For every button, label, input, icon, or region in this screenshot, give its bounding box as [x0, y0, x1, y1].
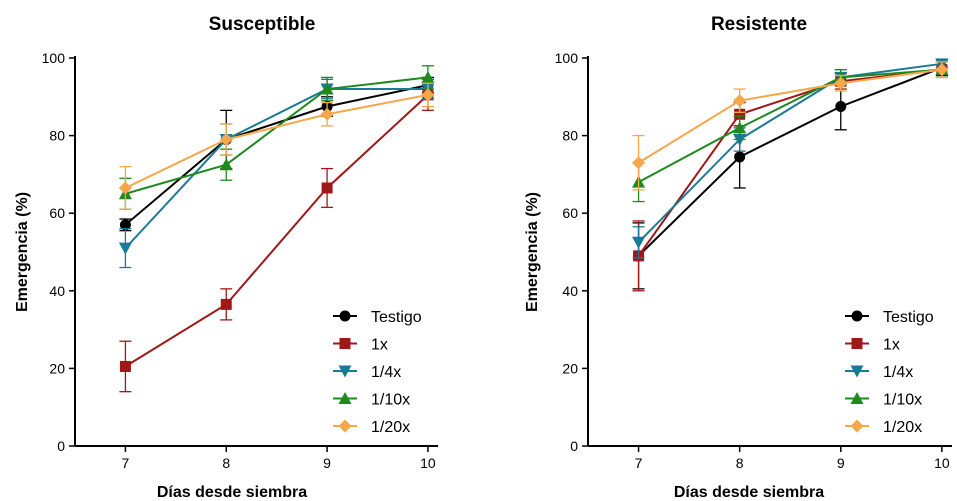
legend-marker: [850, 419, 864, 433]
series-line: [124, 84, 429, 226]
series-1-4x: [118, 78, 435, 269]
x-tick-label: 8: [736, 455, 744, 471]
data-point: [219, 158, 233, 171]
y-tick-label: 100: [555, 50, 579, 66]
data-point: [733, 121, 747, 134]
data-point: [734, 108, 746, 120]
data-point: [734, 151, 746, 163]
chart-title: Resistente: [711, 14, 807, 35]
data-point: [119, 360, 131, 372]
y-tick-label: 40: [49, 283, 65, 299]
series-line: [637, 68, 943, 257]
series-line: [124, 88, 428, 249]
data-point: [219, 132, 233, 146]
data-point: [632, 236, 646, 249]
x-axis-label: Días desde siembra: [674, 484, 824, 501]
legend-marker: [850, 392, 864, 404]
data-point: [421, 88, 435, 102]
legend-label: 1/20x: [883, 419, 922, 436]
data-point: [118, 242, 132, 255]
legend-label: Testigo: [371, 309, 422, 326]
series-line: [637, 62, 943, 244]
y-tick-label: 60: [562, 205, 578, 221]
data-point: [632, 156, 646, 170]
data-point: [834, 76, 848, 90]
data-point: [321, 182, 333, 194]
series-1x: [632, 61, 948, 292]
legend-label: 1/10x: [883, 392, 922, 409]
series-1-20x: [118, 82, 435, 210]
data-point: [935, 63, 949, 77]
data-point: [421, 70, 435, 83]
legend-label: 1/10x: [371, 392, 410, 409]
data-point: [320, 82, 334, 95]
x-tick-label: 9: [837, 455, 845, 471]
x-tick-label: 7: [122, 455, 130, 471]
y-axis-label: Emergencia (%): [524, 192, 541, 312]
series-testigo: [119, 76, 434, 232]
y-tick-label: 60: [49, 205, 65, 221]
legend: Testigo 1x 1/4x 1/10x 1/20x: [333, 309, 422, 436]
x-tick-label: 10: [934, 455, 950, 471]
legend-marker: [851, 338, 863, 349]
data-point: [220, 298, 232, 310]
x-tick-label: 7: [635, 455, 643, 471]
legend-marker: [851, 310, 863, 322]
y-tick-label: 20: [49, 360, 65, 376]
series-testigo: [632, 59, 948, 290]
legend-marker: [338, 419, 352, 433]
data-point: [320, 107, 334, 121]
series-1-10x: [118, 65, 435, 210]
data-point: [119, 219, 131, 231]
series-1-20x: [632, 61, 949, 191]
legend-label: 1/4x: [371, 364, 401, 381]
chart-panel-susceptible: Susceptible Días desde siembra Emergenci…: [14, 14, 438, 501]
x-tick-label: 10: [420, 455, 436, 471]
series-line: [124, 94, 429, 368]
series-line: [638, 68, 942, 184]
legend-label: 1/4x: [883, 364, 913, 381]
series-line: [124, 93, 429, 189]
chart-panel-resistente: Resistente Días desde siembra Emergencia…: [524, 14, 952, 501]
legend-label: 1/20x: [371, 419, 410, 436]
legend: Testigo 1x 1/4x 1/10x 1/20x: [845, 309, 934, 436]
data-point: [733, 94, 747, 108]
series-line: [638, 68, 943, 164]
legend-marker: [339, 338, 351, 349]
legend-marker: [850, 365, 864, 378]
legend-marker: [338, 365, 352, 378]
series-line: [637, 66, 943, 257]
legend-label: 1x: [883, 337, 900, 354]
y-tick-label: 80: [562, 128, 578, 144]
legend-marker: [339, 310, 351, 322]
y-tick-label: 100: [42, 50, 66, 66]
chart-title: Susceptible: [209, 14, 316, 35]
y-tick-label: 40: [562, 283, 578, 299]
x-tick-label: 9: [323, 455, 331, 471]
x-axis-label: Días desde siembra: [157, 484, 307, 501]
y-tick-label: 80: [49, 128, 65, 144]
y-axis-label: Emergencia (%): [14, 192, 31, 312]
data-point: [835, 101, 847, 112]
legend-label: 1x: [371, 337, 388, 354]
y-tick-label: 0: [57, 438, 65, 454]
x-tick-label: 8: [222, 455, 230, 471]
data-point: [118, 181, 132, 195]
legend-label: Testigo: [883, 309, 934, 326]
series-1-4x: [632, 58, 949, 259]
y-tick-label: 0: [570, 438, 578, 454]
legend-marker: [338, 392, 352, 404]
y-tick-label: 20: [562, 360, 578, 376]
